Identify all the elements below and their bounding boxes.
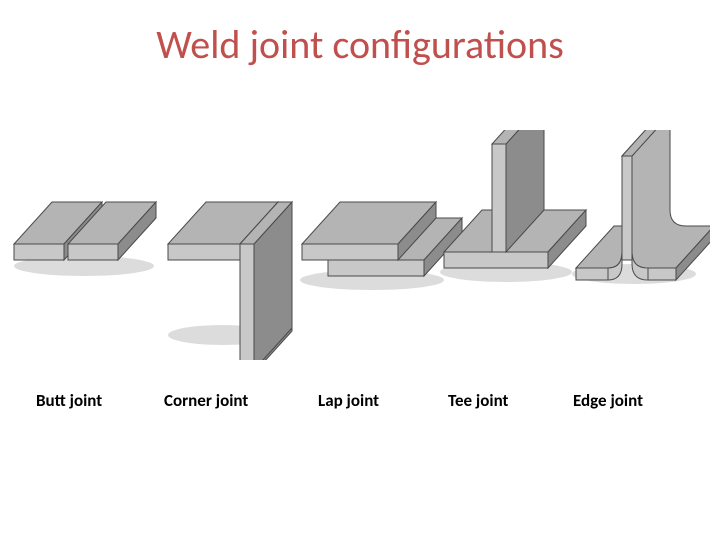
diagram-svg [10, 130, 710, 360]
slide: Weld joint configurations Butt joint Cor… [0, 0, 720, 540]
label-tee-joint: Tee joint [448, 390, 508, 411]
label-butt-joint: Butt joint [36, 390, 102, 411]
weld-joint-diagram [10, 130, 710, 360]
label-lap-joint: Lap joint [318, 390, 379, 411]
label-corner-joint: Corner joint [164, 390, 248, 411]
labels-row: Butt joint Corner joint Lap joint Tee jo… [0, 390, 720, 420]
page-title: Weld joint configurations [0, 20, 720, 69]
label-edge-joint: Edge joint [573, 390, 643, 411]
